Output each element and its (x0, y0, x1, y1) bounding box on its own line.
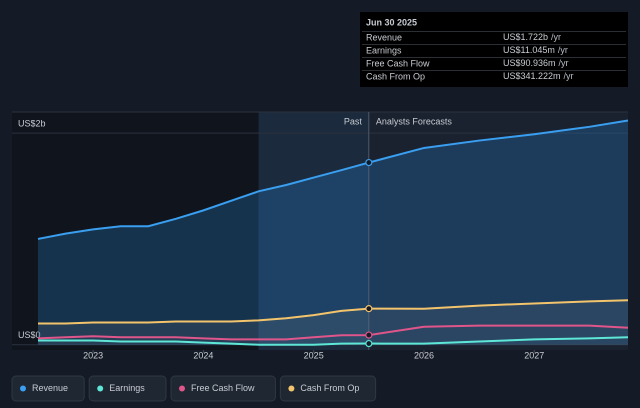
legend-label: Cash From Op (300, 383, 359, 393)
tooltip-box (360, 12, 628, 87)
tooltip-value: US$341.222m/yr (503, 71, 574, 81)
x-tick-label: 2025 (304, 350, 324, 360)
tooltip-label: Earnings (366, 45, 402, 55)
x-tick-label: 2026 (414, 350, 434, 360)
hover-dot (365, 305, 373, 313)
tooltip-value-text: US$1.722b (503, 32, 548, 42)
tooltip-value-text: US$11.045m (503, 45, 555, 55)
tooltip-unit: /yr (558, 45, 568, 55)
series-line (38, 299, 629, 325)
legend-item[interactable]: Cash From Op (279, 375, 377, 402)
tooltip: Jun 30 2025 Revenue US$1.722b/yr Earnings US… (360, 12, 628, 87)
hover-dot (365, 158, 373, 167)
tooltip-value-text: US$90.936m (503, 58, 556, 68)
tooltip-title: Jun 30 2025 (366, 17, 417, 27)
legend-swatch (97, 385, 104, 392)
tooltip-unit: /yr (564, 71, 574, 81)
past-label: Past (344, 116, 363, 126)
y-tick-label: US$0 (18, 330, 41, 340)
legend-item[interactable]: Earnings (88, 375, 167, 402)
legend-swatch (288, 385, 295, 392)
series-line (37, 324, 629, 341)
series-line (38, 336, 629, 346)
tooltip-value: US$1.722b/yr (503, 32, 561, 42)
legend-item[interactable]: Revenue (11, 375, 85, 402)
area (38, 300, 628, 345)
forecast-label: Analysts Forecasts (376, 116, 453, 126)
legend-button[interactable] (88, 375, 167, 402)
series-line (37, 119, 629, 240)
y-tick-label: US$2b (18, 119, 46, 129)
tooltip-label: Free Cash Flow (366, 58, 430, 68)
legend-swatch (20, 385, 26, 392)
legend-label: Revenue (32, 383, 68, 393)
legend-item[interactable]: Free Cash Flow (170, 375, 276, 402)
legend-button[interactable] (11, 375, 85, 402)
tooltip-label: Cash From Op (366, 71, 425, 81)
tooltip-unit: /yr (559, 58, 569, 68)
x-tick-label: 2023 (83, 350, 103, 360)
x-tick-label: 2027 (524, 350, 544, 360)
hover-dot (365, 339, 373, 348)
tooltip-value-text: US$341.222m (503, 71, 561, 81)
area (38, 120, 628, 345)
tooltip-value: US$90.936m/yr (503, 58, 569, 68)
tooltip-value: US$11.045m/yr (503, 45, 568, 55)
legend-button[interactable] (279, 375, 377, 402)
x-tick-label: 2024 (193, 350, 213, 360)
legend-label: Earnings (109, 383, 145, 393)
legend-label: Free Cash Flow (191, 383, 255, 393)
tooltip-unit: /yr (551, 32, 561, 42)
legend-swatch (179, 385, 185, 392)
tooltip-label: Revenue (366, 32, 402, 42)
legend-button[interactable] (170, 375, 276, 402)
hover-dot (365, 331, 373, 339)
